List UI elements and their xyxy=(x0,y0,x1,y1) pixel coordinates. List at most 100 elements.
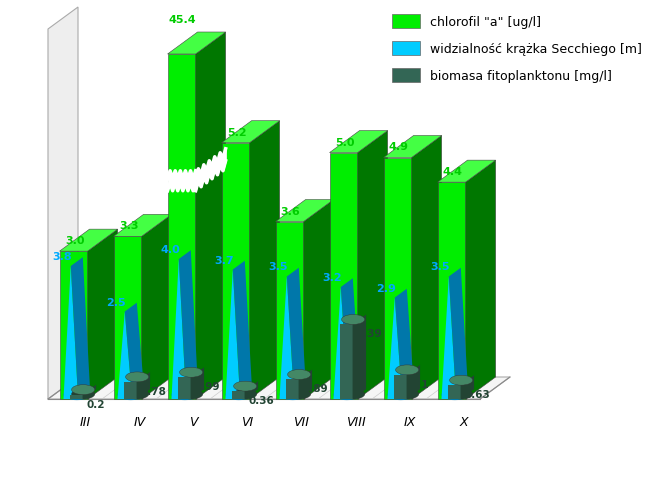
Polygon shape xyxy=(64,266,78,399)
Polygon shape xyxy=(330,153,358,399)
Polygon shape xyxy=(168,33,226,55)
Polygon shape xyxy=(70,395,83,399)
Text: 3.5: 3.5 xyxy=(430,262,450,272)
Ellipse shape xyxy=(396,389,419,399)
Polygon shape xyxy=(88,230,118,399)
Polygon shape xyxy=(60,230,118,252)
Ellipse shape xyxy=(226,389,252,400)
Ellipse shape xyxy=(72,389,95,399)
Text: III: III xyxy=(80,415,91,428)
Text: 3.6: 3.6 xyxy=(281,206,300,216)
Polygon shape xyxy=(352,315,366,399)
Ellipse shape xyxy=(64,389,90,400)
Text: 0.36: 0.36 xyxy=(248,395,274,405)
Polygon shape xyxy=(437,183,465,399)
Ellipse shape xyxy=(342,315,365,325)
Text: VI: VI xyxy=(241,415,254,428)
Polygon shape xyxy=(118,312,132,399)
Text: 5.0: 5.0 xyxy=(335,137,354,147)
Polygon shape xyxy=(114,215,172,237)
Polygon shape xyxy=(48,8,78,399)
Polygon shape xyxy=(341,279,360,399)
Ellipse shape xyxy=(118,389,144,400)
Text: 3.2: 3.2 xyxy=(322,272,342,283)
Text: 0.89: 0.89 xyxy=(303,384,328,394)
Text: 3.8: 3.8 xyxy=(52,251,72,262)
Text: 3.7: 3.7 xyxy=(214,255,234,265)
Polygon shape xyxy=(178,377,190,399)
Polygon shape xyxy=(244,382,258,399)
Polygon shape xyxy=(286,380,298,399)
Polygon shape xyxy=(448,268,468,399)
Polygon shape xyxy=(280,277,294,399)
Polygon shape xyxy=(125,303,144,399)
Polygon shape xyxy=(136,372,150,399)
Polygon shape xyxy=(196,33,226,399)
Legend: chlorofil "a" [ug/l], widzialność krążka Secchiego [m], biomasa fitoplanktonu [m: chlorofil "a" [ug/l], widzialność krążka… xyxy=(387,10,647,88)
Polygon shape xyxy=(233,261,252,399)
Text: 4.9: 4.9 xyxy=(389,142,409,152)
Text: IV: IV xyxy=(133,415,146,428)
Polygon shape xyxy=(124,382,136,399)
Polygon shape xyxy=(168,55,196,399)
Ellipse shape xyxy=(125,389,149,399)
Polygon shape xyxy=(304,200,333,399)
Polygon shape xyxy=(340,325,352,399)
Text: 3.3: 3.3 xyxy=(119,221,138,231)
Polygon shape xyxy=(441,277,456,399)
Ellipse shape xyxy=(172,389,198,400)
Text: VII: VII xyxy=(294,415,309,428)
Polygon shape xyxy=(142,215,172,399)
Polygon shape xyxy=(461,375,474,399)
Text: 4.4: 4.4 xyxy=(443,167,463,177)
Polygon shape xyxy=(114,237,142,399)
Ellipse shape xyxy=(280,389,306,400)
Polygon shape xyxy=(250,122,280,399)
Ellipse shape xyxy=(333,389,360,400)
Text: X: X xyxy=(459,415,468,428)
Polygon shape xyxy=(276,222,304,399)
Polygon shape xyxy=(179,251,198,399)
Text: 0.78: 0.78 xyxy=(140,386,166,396)
Polygon shape xyxy=(232,391,244,399)
Ellipse shape xyxy=(287,389,311,399)
Polygon shape xyxy=(48,377,510,399)
Polygon shape xyxy=(276,200,333,222)
Text: 45.4: 45.4 xyxy=(169,15,196,25)
Text: IX: IX xyxy=(403,415,416,428)
Ellipse shape xyxy=(342,389,365,399)
Ellipse shape xyxy=(125,372,149,382)
Ellipse shape xyxy=(233,389,257,399)
Polygon shape xyxy=(395,289,414,399)
Polygon shape xyxy=(448,386,461,399)
Polygon shape xyxy=(222,143,250,399)
Polygon shape xyxy=(222,122,280,143)
Polygon shape xyxy=(384,158,411,399)
Text: 0.63: 0.63 xyxy=(465,389,490,399)
Text: V: V xyxy=(189,415,198,428)
Polygon shape xyxy=(358,131,387,399)
Ellipse shape xyxy=(179,367,203,377)
Polygon shape xyxy=(387,298,402,399)
Polygon shape xyxy=(60,252,88,399)
Text: 0.2: 0.2 xyxy=(86,399,105,409)
Text: 2.5: 2.5 xyxy=(106,297,126,307)
Polygon shape xyxy=(407,365,420,399)
Polygon shape xyxy=(333,287,348,399)
Ellipse shape xyxy=(72,385,95,395)
Text: 1.1: 1.1 xyxy=(411,379,429,389)
Polygon shape xyxy=(83,385,96,399)
Text: 3.5: 3.5 xyxy=(268,262,288,272)
Text: 4.0: 4.0 xyxy=(160,244,180,254)
Polygon shape xyxy=(411,136,441,399)
Text: 3.0: 3.0 xyxy=(65,236,84,245)
Polygon shape xyxy=(190,367,204,399)
Polygon shape xyxy=(384,136,441,158)
Text: VIII: VIII xyxy=(346,415,365,428)
Polygon shape xyxy=(465,161,496,399)
Ellipse shape xyxy=(396,365,419,375)
Polygon shape xyxy=(298,370,312,399)
Text: 3.39: 3.39 xyxy=(357,329,382,339)
Ellipse shape xyxy=(387,389,414,400)
Polygon shape xyxy=(226,270,240,399)
